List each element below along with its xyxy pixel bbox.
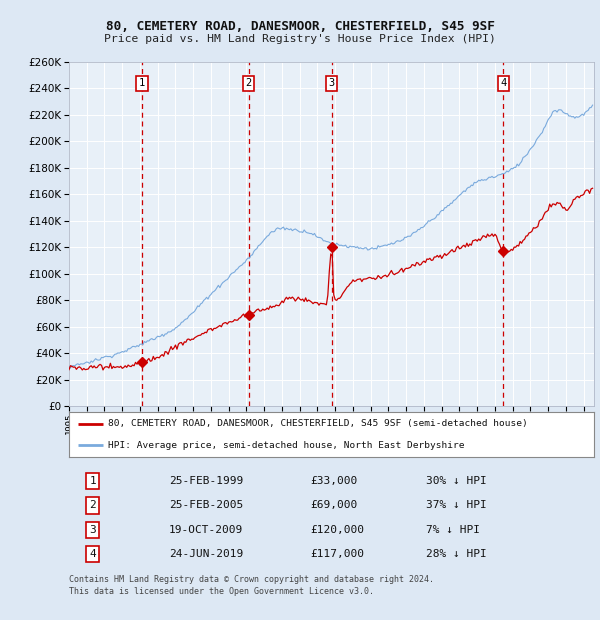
Text: 7% ↓ HPI: 7% ↓ HPI — [426, 525, 480, 534]
Text: 25-FEB-1999: 25-FEB-1999 — [169, 476, 243, 486]
Text: 24-JUN-2019: 24-JUN-2019 — [169, 549, 243, 559]
Text: £69,000: £69,000 — [311, 500, 358, 510]
Text: 28% ↓ HPI: 28% ↓ HPI — [426, 549, 487, 559]
Text: 3: 3 — [89, 525, 96, 534]
Text: 4: 4 — [500, 78, 506, 88]
Text: Contains HM Land Registry data © Crown copyright and database right 2024.
This d: Contains HM Land Registry data © Crown c… — [69, 575, 434, 596]
Text: 1: 1 — [89, 476, 96, 486]
Text: 2: 2 — [245, 78, 252, 88]
Text: 80, CEMETERY ROAD, DANESMOOR, CHESTERFIELD, S45 9SF: 80, CEMETERY ROAD, DANESMOOR, CHESTERFIE… — [106, 20, 494, 33]
Text: 3: 3 — [329, 78, 335, 88]
Text: 25-FEB-2005: 25-FEB-2005 — [169, 500, 243, 510]
Text: £33,000: £33,000 — [311, 476, 358, 486]
Text: 30% ↓ HPI: 30% ↓ HPI — [426, 476, 487, 486]
Text: 19-OCT-2009: 19-OCT-2009 — [169, 525, 243, 534]
Text: 1: 1 — [139, 78, 145, 88]
Text: 2: 2 — [89, 500, 96, 510]
Text: 80, CEMETERY ROAD, DANESMOOR, CHESTERFIELD, S45 9SF (semi-detached house): 80, CEMETERY ROAD, DANESMOOR, CHESTERFIE… — [109, 419, 528, 428]
Text: 4: 4 — [89, 549, 96, 559]
Text: HPI: Average price, semi-detached house, North East Derbyshire: HPI: Average price, semi-detached house,… — [109, 441, 465, 450]
Text: Price paid vs. HM Land Registry's House Price Index (HPI): Price paid vs. HM Land Registry's House … — [104, 34, 496, 44]
Text: £117,000: £117,000 — [311, 549, 365, 559]
Text: 37% ↓ HPI: 37% ↓ HPI — [426, 500, 487, 510]
Text: £120,000: £120,000 — [311, 525, 365, 534]
